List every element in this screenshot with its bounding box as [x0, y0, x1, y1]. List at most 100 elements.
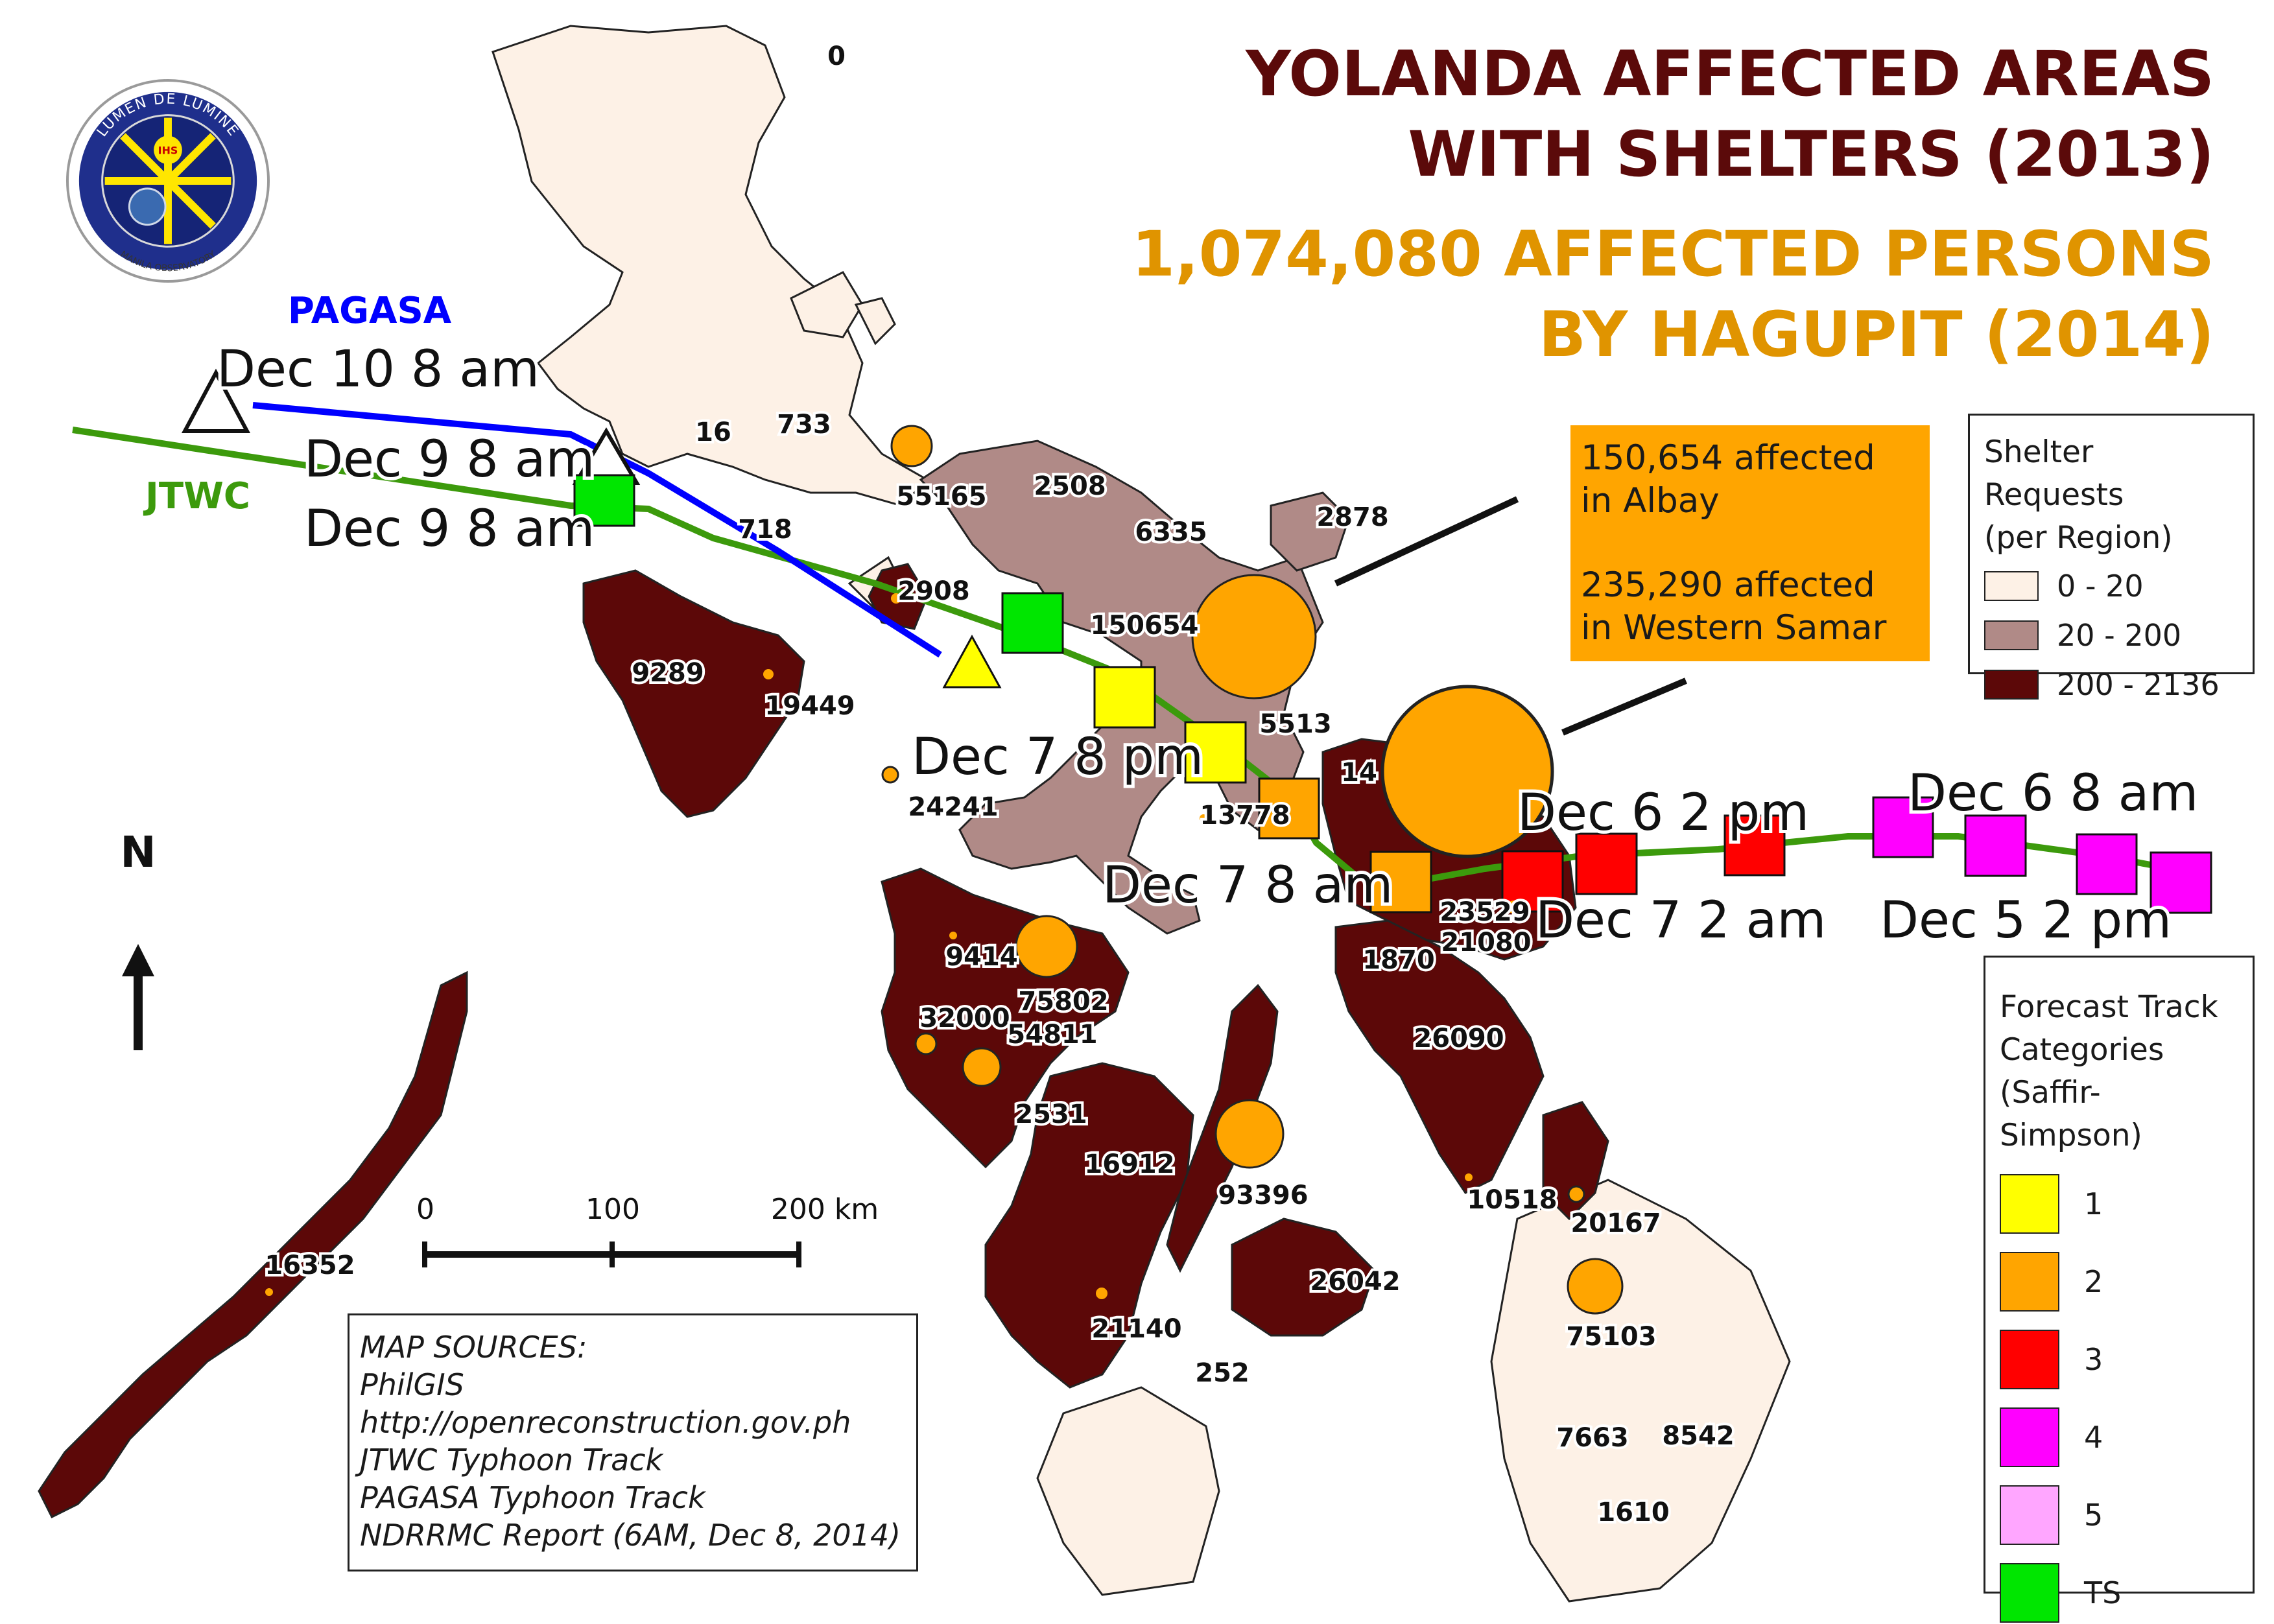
title-line-2: WITH SHELTERS (2013)	[1408, 118, 2214, 191]
value-label: 9289	[632, 658, 704, 688]
value-label: 2878	[1316, 502, 1388, 532]
shelter-requests-legend: Shelter Requests (per Region) 0 - 20 20 …	[1968, 414, 2255, 702]
shelter-legend-title: Shelter Requests (per Region)	[1984, 434, 2173, 556]
north-arrow-shaft	[134, 972, 143, 1050]
value-label: 21140	[1091, 1314, 1181, 1344]
circle-54811	[962, 1047, 1002, 1087]
affected-circles	[265, 425, 1624, 1315]
shelter-swatch-mid	[1984, 620, 2039, 650]
label-dec6-2pm: Dec 6 2 pm	[1517, 784, 1809, 842]
forecast-legend-item: 1	[2000, 1173, 2238, 1235]
scale-tick-200	[796, 1242, 801, 1267]
value-label: 0	[827, 41, 846, 71]
jtwc-marker-cat3-2	[1575, 832, 1638, 895]
shelter-legend-item: 20 - 200	[1984, 613, 2238, 658]
label-pagasa: PAGASA	[288, 290, 452, 332]
track-jtwc-line	[72, 427, 2173, 886]
land-mid	[919, 440, 1350, 935]
value-label: 21080	[1441, 928, 1531, 958]
scale-bar: 0 100 200 km	[416, 1193, 879, 1267]
value-label: 16	[695, 418, 731, 447]
forecast-swatch-cat1	[2000, 1174, 2059, 1234]
scale-label-0: 0	[416, 1193, 434, 1226]
value-label: 8542	[1662, 1421, 1734, 1451]
jtwc-marker-cat4-2	[1964, 814, 2027, 877]
value-label: 1870	[1362, 945, 1434, 975]
jtwc-marker-ts-2	[1001, 592, 1064, 654]
north-arrow: N	[120, 827, 156, 1050]
value-label: 16912	[1084, 1149, 1174, 1179]
forecast-legend-label: 3	[2084, 1342, 2103, 1377]
forecast-legend-item: 2	[2000, 1251, 2238, 1313]
value-label: 733	[777, 410, 831, 440]
source-item: http://openreconstruction.gov.ph	[360, 1405, 851, 1440]
jtwc-marker-cat4-3	[2076, 833, 2138, 895]
value-label: 54811	[1007, 1020, 1097, 1050]
forecast-legend-label: TS	[2084, 1575, 2122, 1610]
forecast-track-legend: Forecast Track Categories (Saffir-Simpso…	[1984, 956, 2255, 1623]
value-label: 93396	[1218, 1181, 1308, 1210]
source-item: NDRRMC Report (6AM, Dec 8, 2014)	[360, 1518, 901, 1553]
forecast-swatch-ts	[2000, 1563, 2059, 1623]
circle-small-3	[949, 932, 957, 939]
value-label: 19449	[764, 691, 855, 721]
circle-western-samar	[1380, 685, 1554, 858]
jtwc-marker-cat2-1	[1258, 777, 1320, 840]
label-dec7-2am: Dec 7 2 am	[1535, 891, 1826, 950]
region-value-labels: 0 16 733 55165 2508 6335 2878 718 2908 1…	[262, 39, 1736, 1530]
callout-pointer-albay	[1334, 496, 1519, 587]
subtitle-line-1: 1,074,080 AFFECTED PERSONS	[1131, 218, 2214, 290]
forecast-legend-label: 4	[2084, 1420, 2103, 1455]
jtwc-marker-cat4-1	[1872, 796, 1934, 858]
affected-callout-box: 150,654 affected in Albay 235,290 affect…	[1570, 425, 1930, 661]
value-label: 9414	[945, 942, 1017, 972]
forecast-legend-item: 3	[2000, 1328, 2238, 1391]
value-label: 1610	[1597, 1498, 1669, 1527]
jtwc-marker-cat1-1	[1093, 666, 1156, 729]
land-light	[492, 25, 1791, 1603]
jtwc-marker-ts-1	[573, 474, 635, 527]
forecast-legend-title: Forecast Track Categories (Saffir-Simpso…	[2000, 989, 2218, 1153]
shelter-legend-item: 0 - 20	[1984, 563, 2238, 609]
north-arrow-head	[122, 944, 154, 976]
value-label: 13778	[1200, 801, 1290, 830]
value-label: 6335	[1135, 517, 1207, 547]
circle-albay	[1191, 574, 1317, 700]
label-dec7-8pm: Dec 7 8 pm	[912, 728, 1203, 786]
label-dec10-8am: Dec 10 8 am	[217, 340, 539, 399]
scale-tick-0	[422, 1242, 427, 1267]
label-dec9-8am-jtwc: Dec 9 8 am	[304, 500, 595, 558]
value-label: 2908	[897, 576, 969, 606]
forecast-legend-item: 4	[2000, 1406, 2238, 1468]
value-label: 75103	[1566, 1322, 1656, 1352]
value-label: 7663	[1556, 1423, 1628, 1453]
callout-albay: 150,654 affected in Albay	[1581, 438, 1875, 521]
source-item: PhilGIS	[360, 1367, 464, 1402]
label-jtwc: JTWC	[143, 475, 250, 517]
value-label: 252	[1195, 1358, 1250, 1388]
map-title: YOLANDA AFFECTED AREAS WITH SHELTERS (20…	[1246, 34, 2214, 194]
shelter-swatch-dark	[1984, 670, 2039, 700]
value-label: 10518	[1467, 1185, 1557, 1215]
circle-20167	[1567, 1185, 1585, 1203]
track-markers	[182, 368, 2212, 914]
forecast-swatch-cat3	[2000, 1330, 2059, 1389]
source-item: PAGASA Typhoon Track	[360, 1480, 705, 1515]
shelter-swatch-light	[1984, 571, 2039, 601]
value-label: 14	[1341, 758, 1377, 788]
value-label: 150654	[1091, 611, 1199, 641]
circle-small-1	[763, 669, 774, 679]
title-line-1: YOLANDA AFFECTED AREAS	[1246, 38, 2214, 110]
circle-75802	[1015, 915, 1078, 978]
shelter-legend-item: 200 - 2136	[1984, 662, 2238, 707]
track-date-labels: Dec 10 8 am Dec 9 8 am Dec 9 8 am Dec 7 …	[213, 337, 2201, 953]
pagasa-marker-dec10	[182, 368, 250, 433]
pagasa-marker-dec7	[942, 634, 1002, 688]
shelter-legend-label: 20 - 200	[2057, 618, 2182, 653]
circle-93396	[1214, 1099, 1285, 1169]
label-dec9-8am-pagasa: Dec 9 8 am	[304, 430, 595, 489]
forecast-swatch-cat2	[2000, 1252, 2059, 1312]
scale-label-200: 200 km	[771, 1193, 879, 1226]
value-label: 26090	[1414, 1024, 1504, 1053]
